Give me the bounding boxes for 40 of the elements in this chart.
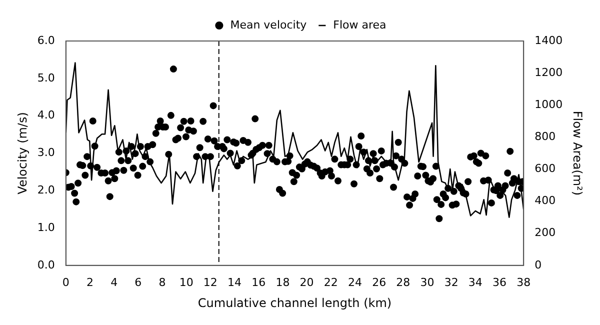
x-tick-label: 12 (203, 276, 218, 289)
y2-tick-label: 1200 (534, 66, 563, 79)
y-tick-label: 6.0 (37, 34, 55, 47)
x-tick-label: 4 (110, 276, 118, 289)
y-tick-label: 2.0 (37, 183, 55, 196)
x-tick-label: 16 (252, 276, 266, 289)
x-tick-label: 36 (492, 276, 507, 289)
x-tick-label: 14 (228, 276, 242, 289)
x-tick-label: 30 (420, 276, 434, 289)
x-tick-label: 26 (372, 276, 386, 289)
y-tick-label: 1.0 (37, 220, 55, 234)
y2-tick-label: 200 (534, 226, 556, 240)
x-tick-label: 28 (396, 276, 410, 289)
y2-tick-label: 1400 (534, 34, 563, 47)
legend-label: Mean velocity (230, 18, 308, 32)
y-axis-title: Velocity (m/s) (15, 112, 30, 194)
y-tick-label: 4.0 (37, 108, 55, 122)
y-tick-label: 0.0 (37, 258, 55, 272)
y2-tick-label: 600 (534, 162, 556, 176)
x-tick-label: 2 (86, 276, 94, 289)
x-axis-title: Cumulative channel length (km) (198, 296, 392, 310)
x-tick-label: 10 (179, 276, 194, 289)
y-tick-label: 3.0 (37, 146, 55, 160)
y2-tick-label: 800 (534, 130, 556, 144)
x-tick-label: 0 (62, 276, 70, 289)
legend-label: Flow area (333, 18, 386, 32)
y2-tick-label: 1000 (534, 98, 563, 111)
x-tick-label: 6 (134, 276, 142, 289)
x-tick-label: 20 (300, 276, 314, 289)
y2-tick-label: 0 (534, 258, 542, 272)
x-tick-label: 8 (158, 276, 166, 289)
x-tick-label: 32 (444, 276, 458, 289)
x-tick-label: 34 (468, 276, 482, 289)
x-tick-label: 22 (324, 276, 338, 289)
x-tick-label: 24 (348, 276, 362, 289)
x-tick-label: 38 (516, 276, 531, 289)
x-tick-label: 18 (276, 276, 290, 289)
y2-tick-label: 400 (534, 194, 556, 208)
y2-axis-title: Flow Area(m²) (570, 110, 585, 196)
y-tick-label: 5.0 (37, 71, 55, 84)
